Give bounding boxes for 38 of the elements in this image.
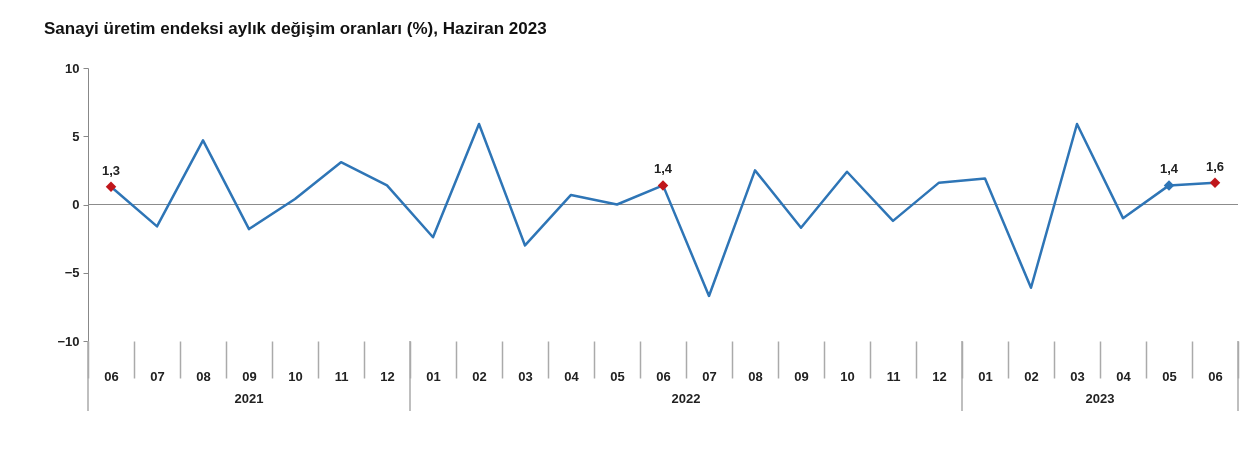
data-label: 1,4 <box>1159 161 1179 177</box>
data-label: 1,6 <box>1205 158 1225 174</box>
x-tick-label: 10 <box>288 368 303 384</box>
y-tick-label: 0 <box>72 197 80 212</box>
x-tick-label: 11 <box>334 368 349 384</box>
y-tick-label: −10 <box>57 333 80 349</box>
x-tick-label: 08 <box>196 368 211 384</box>
x-tick-label: 09 <box>242 368 257 384</box>
x-tick-label: 01 <box>426 368 441 384</box>
x-tick-label: 04 <box>564 368 580 384</box>
text: 2021 <box>234 391 264 406</box>
text: 2023 <box>1085 391 1115 406</box>
x-tick-label: 06 <box>656 368 671 384</box>
y-tick-label: −5 <box>64 265 80 281</box>
data-label: 1,4 <box>653 161 673 177</box>
x-tick-label: 12 <box>380 368 395 384</box>
x-tick-label: 06 <box>1208 368 1223 384</box>
x-tick-label: 04 <box>1116 368 1132 384</box>
x-tick-label: 02 <box>472 368 487 384</box>
y-tick-label: 10 <box>65 60 80 76</box>
x-tick-label: 01 <box>978 368 993 384</box>
data-label: 1,3 <box>101 162 121 178</box>
x-tick-label: 09 <box>794 368 809 384</box>
x-tick-label: 07 <box>150 368 165 384</box>
text: 2022 <box>671 391 701 406</box>
chart-title: Sanayi üretim endeksi aylık değişim oranları (%), Haziran 2023 <box>44 19 547 38</box>
x-tick-label: 12 <box>932 368 947 384</box>
x-tick-label: 05 <box>1162 368 1177 384</box>
x-tick-label: 03 <box>518 368 533 384</box>
x-tick-label: 05 <box>610 368 625 384</box>
x-tick-label: 07 <box>702 368 717 384</box>
y-tick-label: 5 <box>72 128 80 144</box>
x-tick-label: 03 <box>1070 368 1085 384</box>
x-tick-label: 11 <box>886 368 901 384</box>
x-tick-label: 10 <box>840 368 855 384</box>
x-tick-label: 02 <box>1024 368 1039 384</box>
x-tick-label: 06 <box>104 368 119 384</box>
x-tick-label: 08 <box>748 368 763 384</box>
